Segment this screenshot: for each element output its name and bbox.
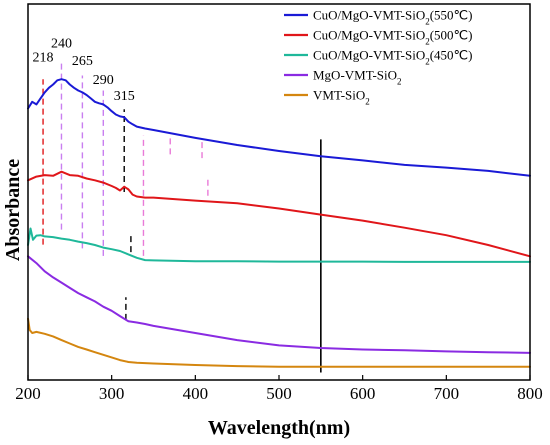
series-line-4 <box>27 255 531 354</box>
peak-label: 240 <box>51 37 72 52</box>
peak-markers <box>42 60 322 373</box>
x-tick-label: 500 <box>266 384 292 403</box>
x-axis-title: Wavelength(nm) <box>208 417 350 439</box>
x-tick-label: 800 <box>517 384 543 403</box>
legend: CuO/MgO-VMT-SiO2(550℃)CuO/MgO-VMT-SiO2(5… <box>284 8 472 107</box>
peak-label: 290 <box>93 73 114 88</box>
x-tick-label: 200 <box>15 384 41 403</box>
peak-label: 265 <box>72 54 93 69</box>
x-tick-label: 600 <box>350 384 376 403</box>
series-line-3 <box>27 227 531 263</box>
x-tick-label: 300 <box>99 384 125 403</box>
legend-label: CuO/MgO-VMT-SiO2(550℃) <box>313 8 472 27</box>
y-axis-title: Absorbance <box>2 159 24 261</box>
legend-label: MgO-VMT-SiO2 <box>313 68 402 87</box>
x-tick-label: 400 <box>183 384 209 403</box>
legend-label: VMT-SiO2 <box>313 88 370 107</box>
x-axis-ticks: 200 300 400 500 600 700 800 <box>15 375 543 403</box>
series-line-5 <box>27 317 531 368</box>
series-line-2 <box>27 170 531 258</box>
x-tick-label: 700 <box>434 384 460 403</box>
peak-label: 315 <box>114 89 135 104</box>
legend-label: CuO/MgO-VMT-SiO2(450℃) <box>313 48 472 67</box>
legend-label: CuO/MgO-VMT-SiO2(500℃) <box>313 28 472 47</box>
series-lines <box>27 78 531 368</box>
peak-label: 218 <box>33 51 54 66</box>
series-line-1 <box>27 78 531 177</box>
